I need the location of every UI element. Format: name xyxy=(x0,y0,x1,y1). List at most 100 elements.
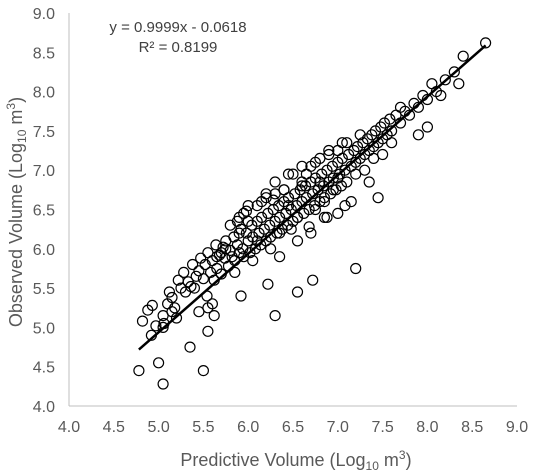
data-point xyxy=(354,129,366,141)
data-point xyxy=(190,270,202,282)
data-point xyxy=(480,37,492,49)
x-tick-label: 6.5 xyxy=(282,419,304,436)
y-tick-label: 8.5 xyxy=(33,45,55,62)
data-point xyxy=(448,66,460,78)
x-tick-label: 8.5 xyxy=(461,419,483,436)
data-point xyxy=(366,129,378,141)
data-point xyxy=(345,196,357,208)
data-point xyxy=(274,251,286,263)
data-point xyxy=(321,211,333,223)
data-point xyxy=(332,207,344,219)
y-axis-title-superscript: 3 xyxy=(4,103,18,110)
x-axis-title-close: ) xyxy=(406,450,412,470)
data-point xyxy=(350,262,362,275)
data-point xyxy=(282,168,295,180)
data-point xyxy=(363,176,375,188)
y-axis-title-prefix: Observed Volume (Log xyxy=(6,143,26,327)
data-point xyxy=(412,129,424,141)
x-axis-title-prefix: Predictive Volume (Log xyxy=(180,450,365,470)
y-axis-title: Observed Volume (Log10 m3) xyxy=(4,97,29,327)
y-tick-label: 6.5 xyxy=(33,203,55,220)
data-point xyxy=(188,282,200,294)
data-point xyxy=(359,164,371,176)
y-tick-label: 4.0 xyxy=(33,399,55,416)
data-point xyxy=(435,89,447,102)
data-point xyxy=(323,144,335,157)
data-point xyxy=(303,221,315,233)
data-point xyxy=(314,176,326,188)
data-point xyxy=(377,148,389,161)
data-point xyxy=(202,325,214,337)
data-point xyxy=(265,243,277,255)
x-axis-title: Predictive Volume (Log10 m3) xyxy=(180,448,411,473)
data-point xyxy=(163,286,175,298)
data-point xyxy=(166,291,178,304)
data-point xyxy=(157,378,169,390)
data-point xyxy=(240,227,252,239)
data-point xyxy=(285,223,297,235)
data-point xyxy=(242,200,254,212)
x-tick-label: 7.0 xyxy=(327,419,349,436)
data-point xyxy=(336,137,348,149)
x-tick-label: 9.0 xyxy=(506,419,528,436)
data-point xyxy=(274,211,286,223)
data-point xyxy=(309,156,321,168)
data-point xyxy=(323,148,335,161)
data-point xyxy=(267,194,279,206)
data-point xyxy=(341,137,353,149)
y-tick-label: 7.5 xyxy=(33,124,55,141)
x-tick-label: 4.5 xyxy=(103,419,125,436)
data-point xyxy=(184,341,196,353)
y-axis-title-suffix: m xyxy=(6,110,26,130)
x-tick-label: 8.0 xyxy=(416,419,438,436)
data-point xyxy=(217,241,229,253)
x-tick-label: 7.5 xyxy=(371,419,393,436)
x-tick-labels: 4.0 4.5 5.0 5.5 6.0 6.5 7.0 7.5 8.0 8.5 9.0 xyxy=(58,419,528,436)
data-point xyxy=(327,184,339,196)
data-point xyxy=(240,205,252,217)
data-point xyxy=(291,211,304,223)
data-point xyxy=(287,168,299,180)
y-tick-label: 8.0 xyxy=(33,85,55,102)
data-point xyxy=(278,184,290,196)
x-tick-label: 5.0 xyxy=(147,419,169,436)
data-point xyxy=(457,50,469,62)
data-point xyxy=(291,235,304,247)
data-point xyxy=(166,306,178,318)
y-axis-title-subscript: 10 xyxy=(15,129,29,143)
data-point xyxy=(339,200,351,212)
y-tick-label: 5.0 xyxy=(33,320,55,337)
x-axis-title-suffix: m xyxy=(379,450,399,470)
data-point xyxy=(229,266,241,278)
data-point xyxy=(305,227,317,239)
y-tick-label: 6.0 xyxy=(33,242,55,259)
data-point xyxy=(146,299,158,311)
data-point xyxy=(231,215,243,227)
data-point xyxy=(150,320,162,332)
data-point xyxy=(269,310,281,322)
x-tick-label: 4.0 xyxy=(58,419,80,436)
data-point xyxy=(233,227,245,239)
data-point xyxy=(421,121,433,133)
data-point xyxy=(327,172,339,184)
data-point xyxy=(386,137,398,149)
data-point xyxy=(274,227,286,239)
data-point xyxy=(318,192,330,204)
data-point xyxy=(197,273,209,285)
data-point xyxy=(153,357,165,369)
data-point xyxy=(260,188,272,200)
data-point xyxy=(197,365,209,377)
x-axis-title-subscript: 10 xyxy=(366,459,380,473)
x-tick-label: 6.0 xyxy=(237,419,259,436)
y-tick-label: 7.0 xyxy=(33,163,55,180)
data-point xyxy=(296,180,308,192)
y-tick-labels: 4.0 4.5 5.0 5.5 6.0 6.5 7.0 7.5 8.0 8.5 9.0 xyxy=(33,6,55,416)
data-point xyxy=(157,321,169,333)
data-point xyxy=(206,298,218,310)
y-tick-label: 4.5 xyxy=(33,360,55,377)
data-point xyxy=(210,239,222,251)
data-point xyxy=(235,290,247,302)
data-point xyxy=(269,176,281,188)
data-point xyxy=(453,78,465,90)
r-squared-label: R² = 0.8199 xyxy=(139,39,218,56)
